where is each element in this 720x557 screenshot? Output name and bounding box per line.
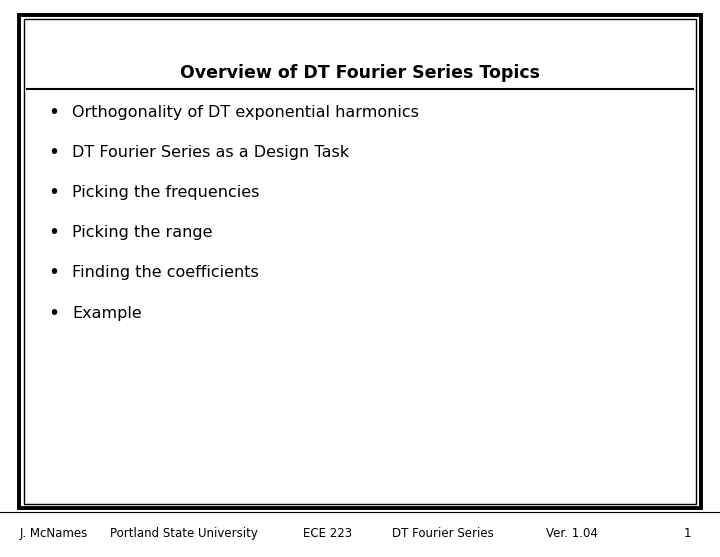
Text: DT Fourier Series: DT Fourier Series	[392, 527, 494, 540]
Text: •: •	[48, 223, 60, 242]
Text: Finding the coefficients: Finding the coefficients	[72, 266, 258, 280]
Text: •: •	[48, 304, 60, 323]
Text: Picking the range: Picking the range	[72, 226, 212, 240]
Text: •: •	[48, 103, 60, 122]
Text: •: •	[48, 183, 60, 202]
Text: Picking the frequencies: Picking the frequencies	[72, 185, 259, 200]
Text: Example: Example	[72, 306, 142, 320]
Text: Overview of DT Fourier Series Topics: Overview of DT Fourier Series Topics	[180, 64, 540, 82]
Text: 1: 1	[684, 527, 691, 540]
Text: •: •	[48, 143, 60, 162]
Bar	[24, 19, 696, 504]
Text: ECE 223: ECE 223	[303, 527, 352, 540]
Text: •: •	[48, 263, 60, 282]
Bar	[19, 15, 701, 508]
Text: DT Fourier Series as a Design Task: DT Fourier Series as a Design Task	[72, 145, 349, 160]
Text: Ver. 1.04: Ver. 1.04	[546, 527, 598, 540]
Text: Portland State University: Portland State University	[109, 527, 258, 540]
Text: Orthogonality of DT exponential harmonics: Orthogonality of DT exponential harmonic…	[72, 105, 419, 120]
Text: J. McNames: J. McNames	[20, 527, 88, 540]
